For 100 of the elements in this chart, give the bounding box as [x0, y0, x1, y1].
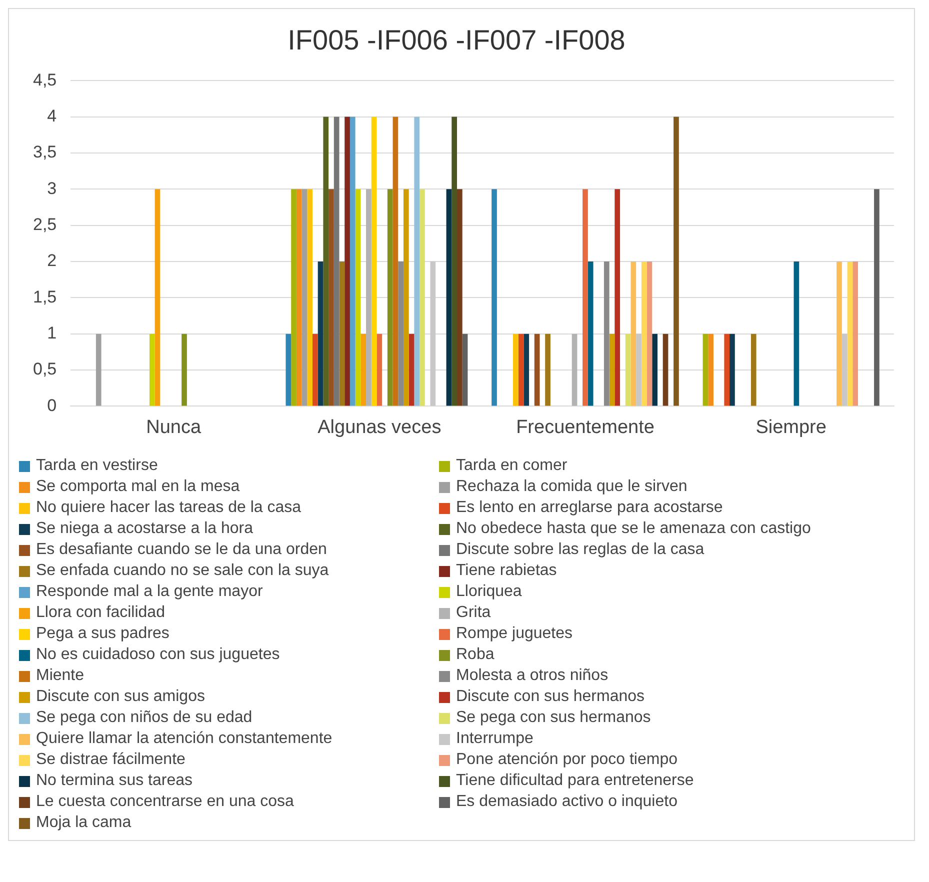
legend-label: Interrumpe — [456, 730, 534, 748]
bar — [847, 261, 853, 406]
bar — [652, 334, 658, 406]
y-tick-label: 1,5 — [32, 287, 57, 306]
y-tick-label: 2 — [47, 251, 57, 270]
bar — [582, 189, 588, 406]
legend-label: Pone atención por poco tiempo — [456, 751, 678, 769]
bar — [730, 334, 735, 406]
legend-label: Tarda en comer — [456, 457, 568, 475]
legend-label: Discute sobre las reglas de la casa — [456, 541, 704, 559]
legend-label: Pega a sus padres — [36, 625, 170, 643]
bar — [360, 334, 366, 406]
y-tick-label: 3 — [47, 178, 57, 198]
bar — [524, 334, 530, 406]
legend-label: Se comporta mal en la mesa — [36, 478, 240, 496]
y-tick-label: 0,5 — [32, 360, 57, 379]
y-tick-label: 0 — [47, 396, 57, 415]
bar — [334, 116, 340, 406]
legend-label: Discute con sus amigos — [36, 688, 205, 706]
chart-title: IF005 -IF006 -IF007 -IF008 — [288, 24, 626, 56]
bar — [674, 116, 679, 406]
bar — [296, 189, 302, 406]
legend-label: Rechaza la comida que le sirven — [456, 478, 688, 496]
bar — [604, 261, 610, 406]
bar — [702, 334, 708, 406]
legend-label: Rompe juguetes — [456, 625, 573, 643]
legend-label: Roba — [456, 646, 494, 664]
bar — [724, 334, 730, 406]
legend-label: No obedece hasta que se le amenaza con castigo — [456, 520, 811, 538]
legend-label: Molesta a otros niños — [456, 667, 608, 685]
bar — [518, 334, 524, 406]
legend-label: Se pega con niños de su edad — [36, 709, 252, 727]
bar — [96, 334, 102, 406]
bar — [614, 189, 620, 406]
bar — [339, 261, 345, 406]
bar — [408, 334, 414, 406]
bar — [355, 189, 361, 406]
bar — [328, 189, 334, 406]
legend-label: No termina sus tareas — [36, 772, 193, 790]
bar — [387, 189, 393, 406]
bar — [446, 189, 452, 406]
legend-label: Grita — [456, 604, 491, 622]
bar — [462, 334, 468, 406]
bar — [794, 261, 800, 406]
bar — [852, 261, 858, 406]
legend-label: Discute con sus hermanos — [456, 688, 645, 706]
bar — [609, 334, 615, 406]
bar — [376, 334, 382, 406]
x-tick-label: Frecuentemente — [516, 416, 654, 438]
legend-label: Se pega con sus hermanos — [456, 709, 651, 727]
legend-label: Tarda en vestirse — [36, 457, 158, 475]
bar — [457, 189, 462, 406]
bar — [512, 334, 518, 406]
bar — [291, 189, 296, 406]
legend-label: No quiere hacer las tareas de la casa — [36, 499, 302, 517]
legend-label: Quiere llamar la atención constantemente — [36, 730, 332, 748]
legend-label: Miente — [36, 667, 84, 685]
bar — [625, 334, 631, 406]
bar — [312, 334, 318, 406]
bar — [398, 261, 404, 406]
legend-label: Es desafiante cuando se le da una orden — [36, 541, 327, 559]
legend-label: Llora con facilidad — [36, 604, 165, 622]
legend-label: Se niega a acostarse a la hora — [36, 520, 254, 538]
y-tick-label: 4,5 — [32, 70, 57, 90]
legend-label: Es lento en arreglarse para acostarse — [456, 499, 723, 517]
y-tick-label: 4 — [47, 106, 57, 126]
y-tick-label: 3,5 — [32, 142, 57, 162]
bar — [430, 261, 436, 406]
bar — [630, 261, 636, 406]
legend-label: Responde mal a la gente mayor — [36, 583, 263, 601]
legend-label: No es cuidadoso con sus juguetes — [36, 646, 280, 664]
bar — [371, 116, 377, 406]
bar — [662, 334, 668, 406]
bar — [323, 116, 329, 406]
bar — [708, 334, 714, 406]
bar — [149, 334, 155, 406]
bar — [420, 189, 425, 406]
bar — [750, 334, 756, 406]
legend-label: Se distrae fácilmente — [36, 751, 186, 769]
bar — [414, 116, 420, 406]
bar — [641, 261, 647, 406]
bar — [318, 261, 324, 406]
legend-label: Moja la cama — [36, 814, 132, 832]
bar — [545, 334, 550, 406]
bar — [492, 189, 497, 406]
x-tick-label: Algunas veces — [318, 416, 442, 438]
bar — [392, 116, 398, 406]
bar — [286, 334, 292, 406]
bar — [836, 261, 842, 406]
bar — [572, 334, 578, 406]
bar — [154, 189, 160, 406]
bar — [302, 189, 308, 406]
bar — [366, 189, 372, 406]
legend-label: Tiene rabietas — [456, 562, 557, 580]
bar — [842, 334, 848, 406]
x-tick-label: Siempre — [756, 416, 826, 438]
bar — [588, 261, 594, 406]
bar — [307, 189, 312, 406]
bar — [403, 189, 409, 406]
legend-label: Lloriquea — [456, 583, 522, 601]
